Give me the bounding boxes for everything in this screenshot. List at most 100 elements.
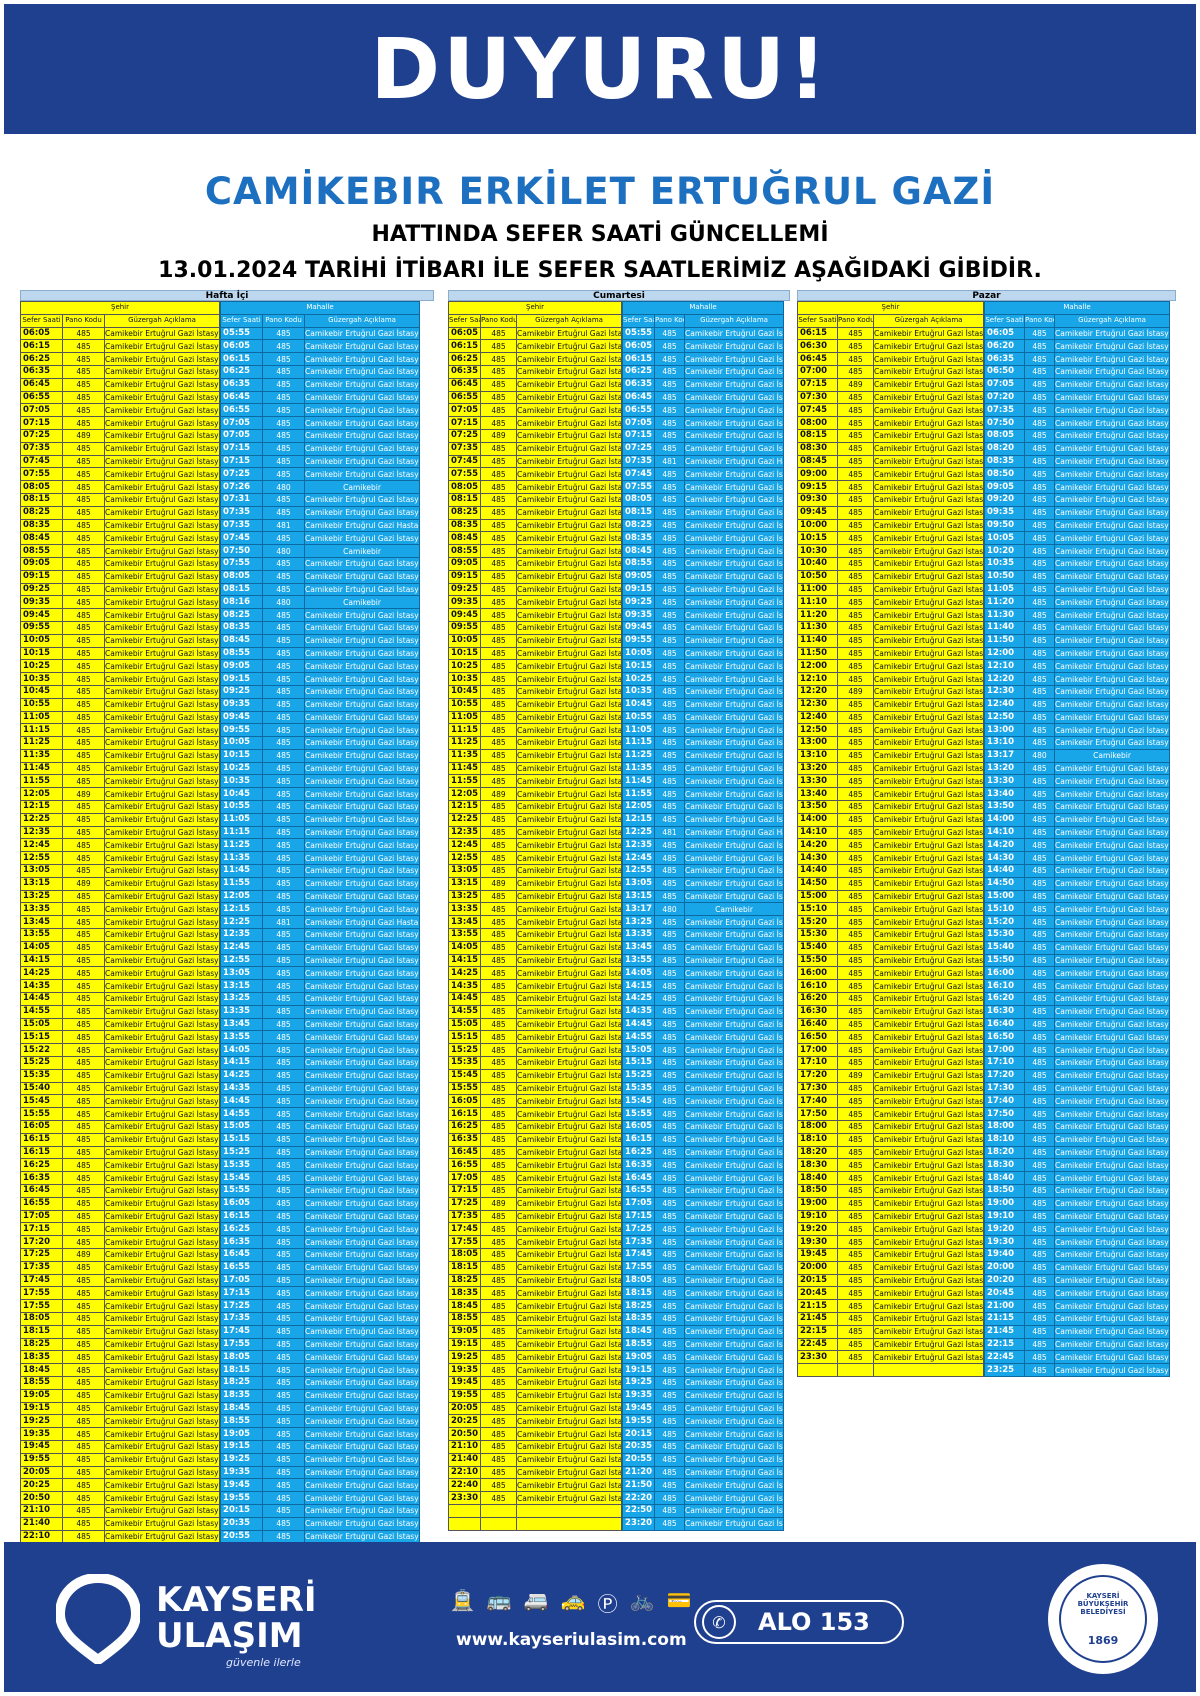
route-code: 485 — [837, 1337, 874, 1352]
route-code: 485 — [1024, 825, 1056, 840]
route-code: 485 — [62, 928, 105, 942]
route-code: 485 — [654, 608, 686, 622]
departure-time: 07:55 — [20, 467, 63, 482]
departure-time: 09:55 — [20, 620, 63, 635]
route-description: Camikebir Ertuğrul Gazi İstasyon — [304, 1068, 421, 1083]
departure-time: 15:55 — [220, 1183, 264, 1198]
route-code: 485 — [62, 812, 105, 827]
departure-time: 16:10 — [984, 979, 1026, 994]
route-code: 485 — [62, 1183, 105, 1198]
departure-time: 12:45 — [220, 940, 264, 955]
route-description: Camikebir Ertuğrul Gazi İstasyon — [684, 1158, 785, 1173]
route-description: Camikebir Ertuğrul Gazi İstasyon — [684, 352, 785, 366]
route-code: 485 — [1024, 1017, 1056, 1032]
departure-time: 15:45 — [622, 1094, 656, 1109]
route-code: 485 — [62, 748, 105, 763]
website-link[interactable]: www.kayseriulasim.com — [456, 1630, 687, 1650]
route-code: 485 — [62, 339, 105, 354]
route-description: Camikebir Ertuğrul Gazi İstasyon — [103, 940, 221, 955]
departure-time: 09:20 — [984, 492, 1026, 507]
departure-time: 14:55 — [448, 1004, 481, 1019]
route-code: 485 — [480, 364, 517, 379]
departure-time: 14:15 — [448, 953, 481, 968]
route-description: Camikebir Ertuğrul Gazi İstasyon — [304, 1030, 421, 1045]
route-code: 485 — [262, 1017, 306, 1032]
route-description: Camikebir Ertuğrul Gazi İstasyon — [684, 838, 785, 853]
empty-row — [448, 1516, 623, 1531]
route-description: Camikebir Ertuğrul Gazi İstasyon — [515, 441, 623, 456]
departure-time: 06:05 — [448, 326, 481, 341]
departure-time: 14:45 — [448, 992, 481, 1006]
route-code: 485 — [480, 531, 517, 546]
route-code: 485 — [1024, 1056, 1056, 1070]
route-description: Camikebir — [304, 544, 421, 558]
departure-time: 06:15 — [797, 326, 838, 341]
departure-time: 18:50 — [797, 1183, 838, 1198]
route-description: Camikebir Ertuğrul Gazi İstasyon — [304, 876, 421, 891]
route-description: Camikebir Ertuğrul Gazi İstasyon — [103, 1171, 221, 1185]
departure-time: 09:05 — [20, 556, 63, 571]
departure-time: 10:35 — [220, 774, 264, 789]
departure-time: 09:45 — [622, 620, 656, 635]
departure-time: 12:45 — [448, 838, 481, 853]
departure-time: 16:40 — [797, 1017, 838, 1032]
route-description: Camikebir Ertuğrul Gazi İstasyon — [515, 1004, 623, 1019]
route-code: 485 — [837, 364, 874, 379]
route-code: 485 — [1024, 1311, 1056, 1326]
route-description: Camikebir Ertuğrul Gazi İstasyon — [684, 1030, 785, 1045]
route-description: Camikebir Ertuğrul Gazi İstasyon — [103, 403, 221, 418]
route-description: Camikebir Ertuğrul Gazi İstasyon — [304, 1401, 421, 1416]
departure-time: 22:15 — [797, 1324, 838, 1339]
route-description: Camikebir Ertuğrul Gazi İstasyon — [103, 825, 221, 840]
departure-time: 19:25 — [448, 1350, 481, 1365]
route-description: Camikebir Ertuğrul Gazi İstasyon — [304, 390, 421, 405]
route-code: 485 — [480, 1324, 517, 1339]
departure-time: 15:22 — [20, 1043, 63, 1058]
departure-time: 11:40 — [797, 633, 838, 648]
route-code: 485 — [654, 467, 686, 482]
departure-time: 10:50 — [797, 569, 838, 584]
route-code: 485 — [1024, 1145, 1056, 1160]
departure-time: 12:05 — [220, 889, 264, 904]
route-description: Camikebir Ertuğrul Gazi İstasyon — [872, 556, 985, 571]
departure-time: 06:25 — [220, 364, 264, 379]
departure-time: 13:40 — [797, 787, 838, 802]
column-header-code: Pano Kodu — [654, 313, 686, 328]
phone-hotline[interactable]: ✆ ALO 153 — [694, 1600, 904, 1644]
route-description: Camikebir Ertuğrul Gazi İstasyon — [684, 1056, 785, 1070]
route-code: 485 — [262, 1056, 306, 1070]
route-description: Camikebir Ertuğrul Gazi İstasyon — [1054, 966, 1171, 981]
departure-time: 19:35 — [622, 1388, 656, 1403]
departure-time: 06:35 — [220, 377, 264, 392]
route-code: 485 — [262, 1209, 306, 1224]
route-code: 485 — [262, 736, 306, 750]
route-description: Camikebir Ertuğrul Gazi İstasyon — [872, 1094, 985, 1109]
departure-time: 19:45 — [448, 1375, 481, 1390]
route-code: 485 — [262, 761, 306, 776]
departure-time: 14:45 — [20, 992, 63, 1006]
route-description: Camikebir Ertuğrul Gazi İstasyon — [304, 748, 421, 763]
route-description: Camikebir Ertuğrul Gazi İstasyon — [515, 1491, 623, 1505]
departure-time: 14:05 — [220, 1043, 264, 1058]
route-code: 480 — [654, 902, 686, 917]
route-description: Camikebir Ertuğrul Gazi İstasyon — [515, 416, 623, 430]
